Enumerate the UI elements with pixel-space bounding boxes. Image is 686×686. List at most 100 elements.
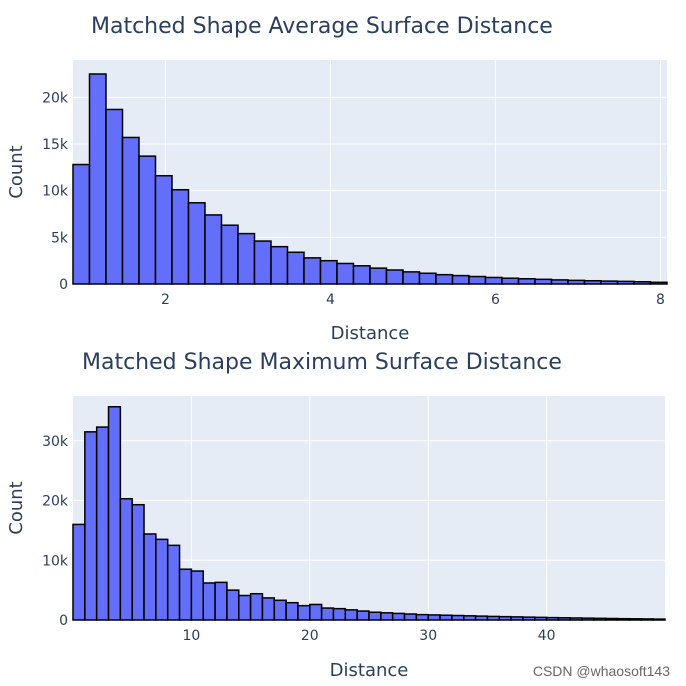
histogram-bar xyxy=(501,277,520,285)
y-tick-label: 0 xyxy=(59,613,68,629)
histogram-bar xyxy=(214,581,228,621)
histogram-bar xyxy=(534,278,553,285)
histogram-bar xyxy=(344,609,358,621)
histogram-bar xyxy=(286,251,305,285)
histogram-bar xyxy=(605,617,619,621)
histogram-bar xyxy=(652,618,666,621)
histogram-bar xyxy=(249,592,264,621)
y-tick-label: 10k xyxy=(42,553,69,569)
x-tick-label: 30 xyxy=(419,628,437,644)
histogram-bar xyxy=(72,523,86,621)
histogram-bar xyxy=(368,611,382,621)
histogram-bar xyxy=(567,279,586,285)
histogram-bar xyxy=(270,245,289,285)
histogram-bar xyxy=(569,617,583,621)
histogram-bar xyxy=(649,281,668,285)
histogram-bar xyxy=(517,278,536,285)
histogram-bar xyxy=(190,570,204,621)
histogram-bar xyxy=(369,267,388,285)
histogram-bar xyxy=(462,615,477,621)
histogram-bar xyxy=(238,594,252,621)
histogram-bar xyxy=(581,617,595,621)
histogram-bar xyxy=(403,613,418,621)
histogram-bar xyxy=(600,280,619,285)
x-tick-label: 4 xyxy=(326,292,335,308)
histogram-bar xyxy=(640,618,654,621)
histogram-bar xyxy=(320,607,335,621)
histogram-bar xyxy=(166,544,181,621)
histogram-bar xyxy=(474,615,489,621)
histogram-bar xyxy=(616,280,635,285)
histogram-bar xyxy=(593,617,607,621)
histogram-bar xyxy=(534,616,548,621)
histogram-bar xyxy=(303,257,322,285)
histogram-bar xyxy=(154,174,173,285)
histogram-bar xyxy=(427,614,441,621)
histogram-bar xyxy=(391,612,406,621)
watermark: CSDN @whaosoft143 xyxy=(532,663,670,679)
histogram-bar xyxy=(628,618,643,621)
x-axis-label: Distance xyxy=(331,323,410,344)
histogram-bar xyxy=(633,281,652,285)
histogram-bar xyxy=(319,259,338,285)
histogram-bar xyxy=(285,601,299,621)
histogram-bar xyxy=(451,614,465,621)
histogram-bar xyxy=(131,503,145,621)
y-tick-label: 0 xyxy=(59,277,68,293)
histogram-bar xyxy=(178,568,193,621)
y-tick-label: 15k xyxy=(42,137,69,153)
histogram-bar xyxy=(385,269,404,285)
y-tick-label: 5k xyxy=(51,230,69,246)
histogram-bar xyxy=(583,279,602,285)
histogram-bar xyxy=(402,271,421,285)
histogram-bar xyxy=(486,615,500,621)
histogram-bar xyxy=(72,163,91,285)
histogram-bar xyxy=(468,275,487,285)
histogram-bar xyxy=(107,406,122,621)
histogram-bar xyxy=(171,188,190,285)
y-tick-label: 10k xyxy=(42,184,69,200)
histogram-bar xyxy=(237,232,256,285)
histogram-bar xyxy=(138,155,157,285)
histogram-bar xyxy=(105,108,124,285)
histogram-bar xyxy=(261,597,276,621)
histogram-bar xyxy=(119,497,133,621)
histogram-bar xyxy=(522,616,536,621)
histogram-bar xyxy=(356,610,370,621)
histogram-bar xyxy=(616,617,631,621)
histogram-bar xyxy=(84,431,98,621)
average-distance-histogram: 0 5k 10k 15k 20k 2 4 6 8 Matched Shape Average Su… xyxy=(6,14,668,344)
histogram-bar xyxy=(297,604,311,621)
histogram-bar xyxy=(352,265,371,285)
histogram-bar xyxy=(439,614,453,621)
y-axis-label: Count xyxy=(6,481,27,534)
histogram-bar xyxy=(336,262,355,285)
histogram-bar xyxy=(226,589,240,621)
y-axis-label: Count xyxy=(6,145,27,198)
x-axis-label: Distance xyxy=(330,660,409,681)
histogram-bar xyxy=(88,73,107,285)
x-tick-label: 6 xyxy=(491,292,500,308)
histogram-bar xyxy=(550,279,569,285)
histogram-bar xyxy=(415,613,429,621)
chart-title: Matched Shape Maximum Surface Distance xyxy=(82,350,562,375)
histogram-bar xyxy=(545,616,560,621)
x-tick-label: 10 xyxy=(182,628,200,644)
histogram-bar xyxy=(187,202,206,285)
x-tick-label: 20 xyxy=(301,628,319,644)
x-tick-label: 8 xyxy=(656,292,665,308)
histogram-bar xyxy=(498,615,512,621)
histogram-bar xyxy=(121,136,140,285)
x-tick-label: 40 xyxy=(538,628,556,644)
histogram-bar xyxy=(484,276,503,285)
histogram-bar xyxy=(557,617,572,621)
histogram-bar xyxy=(155,538,169,621)
y-tick-label: 20k xyxy=(42,90,69,106)
y-tick-label: 30k xyxy=(42,434,69,450)
histogram-bar xyxy=(95,426,110,621)
y-tick-label: 20k xyxy=(42,494,69,510)
histogram-bar xyxy=(253,240,272,285)
histogram-bar xyxy=(332,607,347,621)
histogram-bar xyxy=(202,582,216,621)
histogram-bar xyxy=(204,214,223,285)
